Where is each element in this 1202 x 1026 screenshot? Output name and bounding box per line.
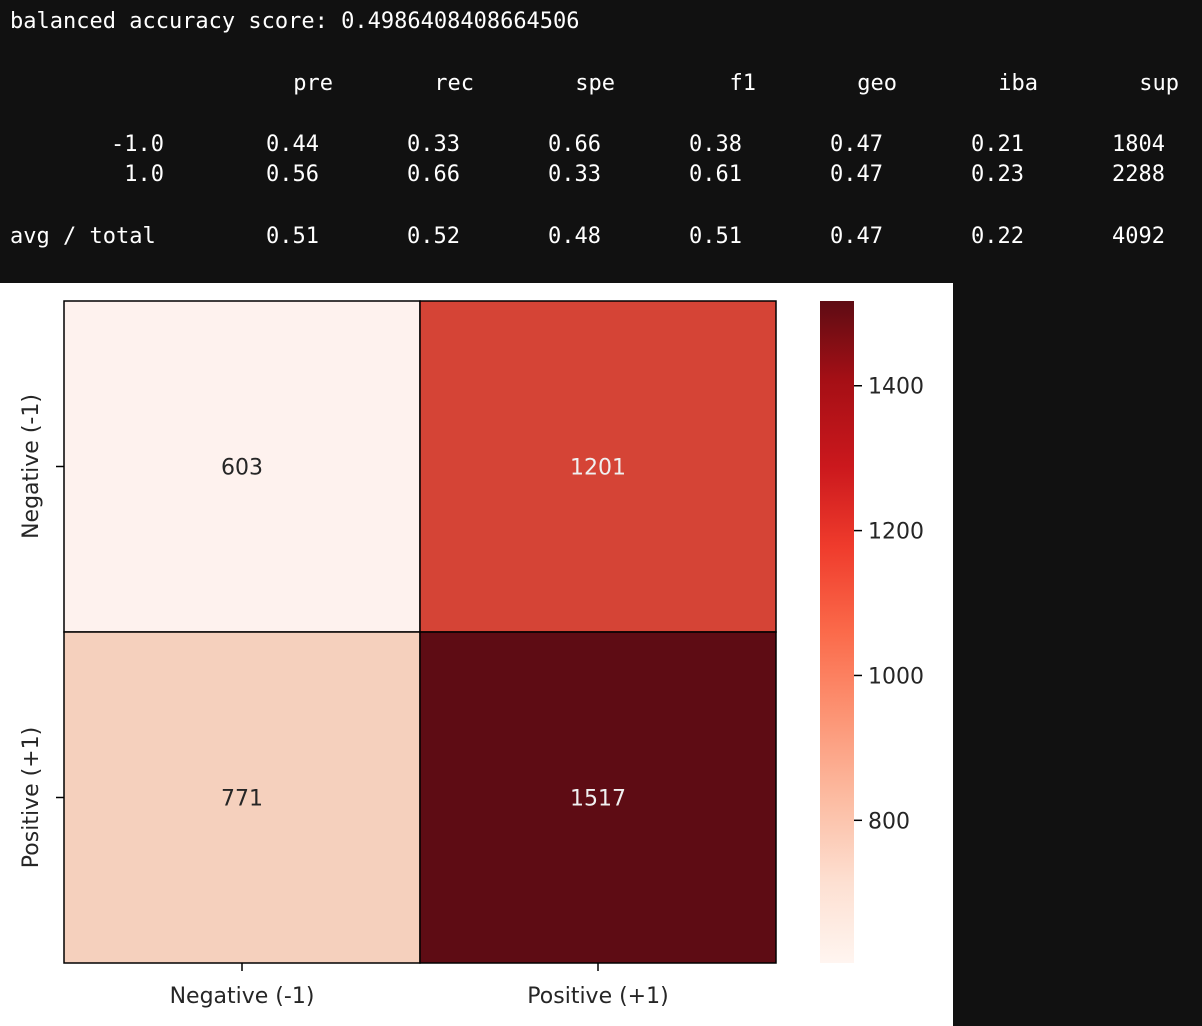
row-value: 0.61 [689,162,742,187]
header-pre: pre [293,71,333,96]
avg-value: 4092 [1112,224,1165,249]
row-value: 2288 [1112,162,1165,187]
header-iba: iba [998,71,1038,96]
colorbar-tick-label: 1400 [868,375,924,400]
row-value: 0.23 [971,162,1024,187]
row-value: 0.56 [266,162,319,187]
x-tick-label: Positive (+1) [527,984,668,1009]
row-value: 0.47 [830,132,883,157]
avg-value: 0.51 [689,224,742,249]
cell-value-label: 603 [221,456,263,481]
balanced-accuracy-line: balanced accuracy score: 0.4986408408664… [10,9,580,34]
row-value: 0.33 [407,132,460,157]
row-value: 0.44 [266,132,319,157]
cell-value-label: 1201 [570,456,626,481]
header-rec: rec [434,71,474,96]
row-value: 0.33 [548,162,601,187]
confusion-matrix-heatmap: 603 1201 771 1517 Negative (-1) Positive (+1… [19,300,924,1009]
colorbar-tick-label: 800 [868,809,910,834]
y-tick-label: Negative (-1) [19,394,44,539]
avg-value: 0.48 [548,224,601,249]
colorbar-tick-label: 1000 [868,664,924,689]
colorbar-tick-label: 1200 [868,520,924,545]
avg-value: 0.52 [407,224,460,249]
row-value: 0.66 [407,162,460,187]
row-value: 0.66 [548,132,601,157]
avg-value: 0.22 [971,224,1024,249]
avg-value: 0.47 [830,224,883,249]
heatmap-cell [419,631,777,964]
header-f1: f1 [729,71,757,96]
heatmap-cell [419,300,777,633]
x-tick-label: Negative (-1) [170,984,315,1009]
row-label: -1.0 [111,132,164,157]
row-value: 0.38 [689,132,742,157]
row-value: 1804 [1112,132,1165,157]
heatmap-axes: Negative (-1) Positive (+1) Negative (-1) P… [19,394,669,1009]
cell-value-label: 1517 [570,787,626,812]
console-output: balanced accuracy score: 0.4986408408664… [0,0,1202,283]
heatmap-cell [63,300,421,633]
heatmap-cells: 603 1201 771 1517 [63,300,777,964]
row-value: 0.21 [971,132,1024,157]
confusion-matrix-figure: 603 1201 771 1517 Negative (-1) Positive (+1… [0,283,953,1026]
colorbar-gradient [820,301,854,963]
row-value: 0.47 [830,162,883,187]
header-sup: sup [1139,71,1179,96]
header-geo: geo [857,71,897,96]
y-tick-label: Positive (+1) [19,727,44,868]
header-spe: spe [575,71,615,96]
avg-value: 0.51 [266,224,319,249]
row-label: 1.0 [124,162,164,187]
avg-total-label: avg / total [10,224,156,249]
heatmap-cell [63,631,421,964]
colorbar: 800 1000 1200 1400 [820,301,924,963]
cell-value-label: 771 [221,787,263,812]
